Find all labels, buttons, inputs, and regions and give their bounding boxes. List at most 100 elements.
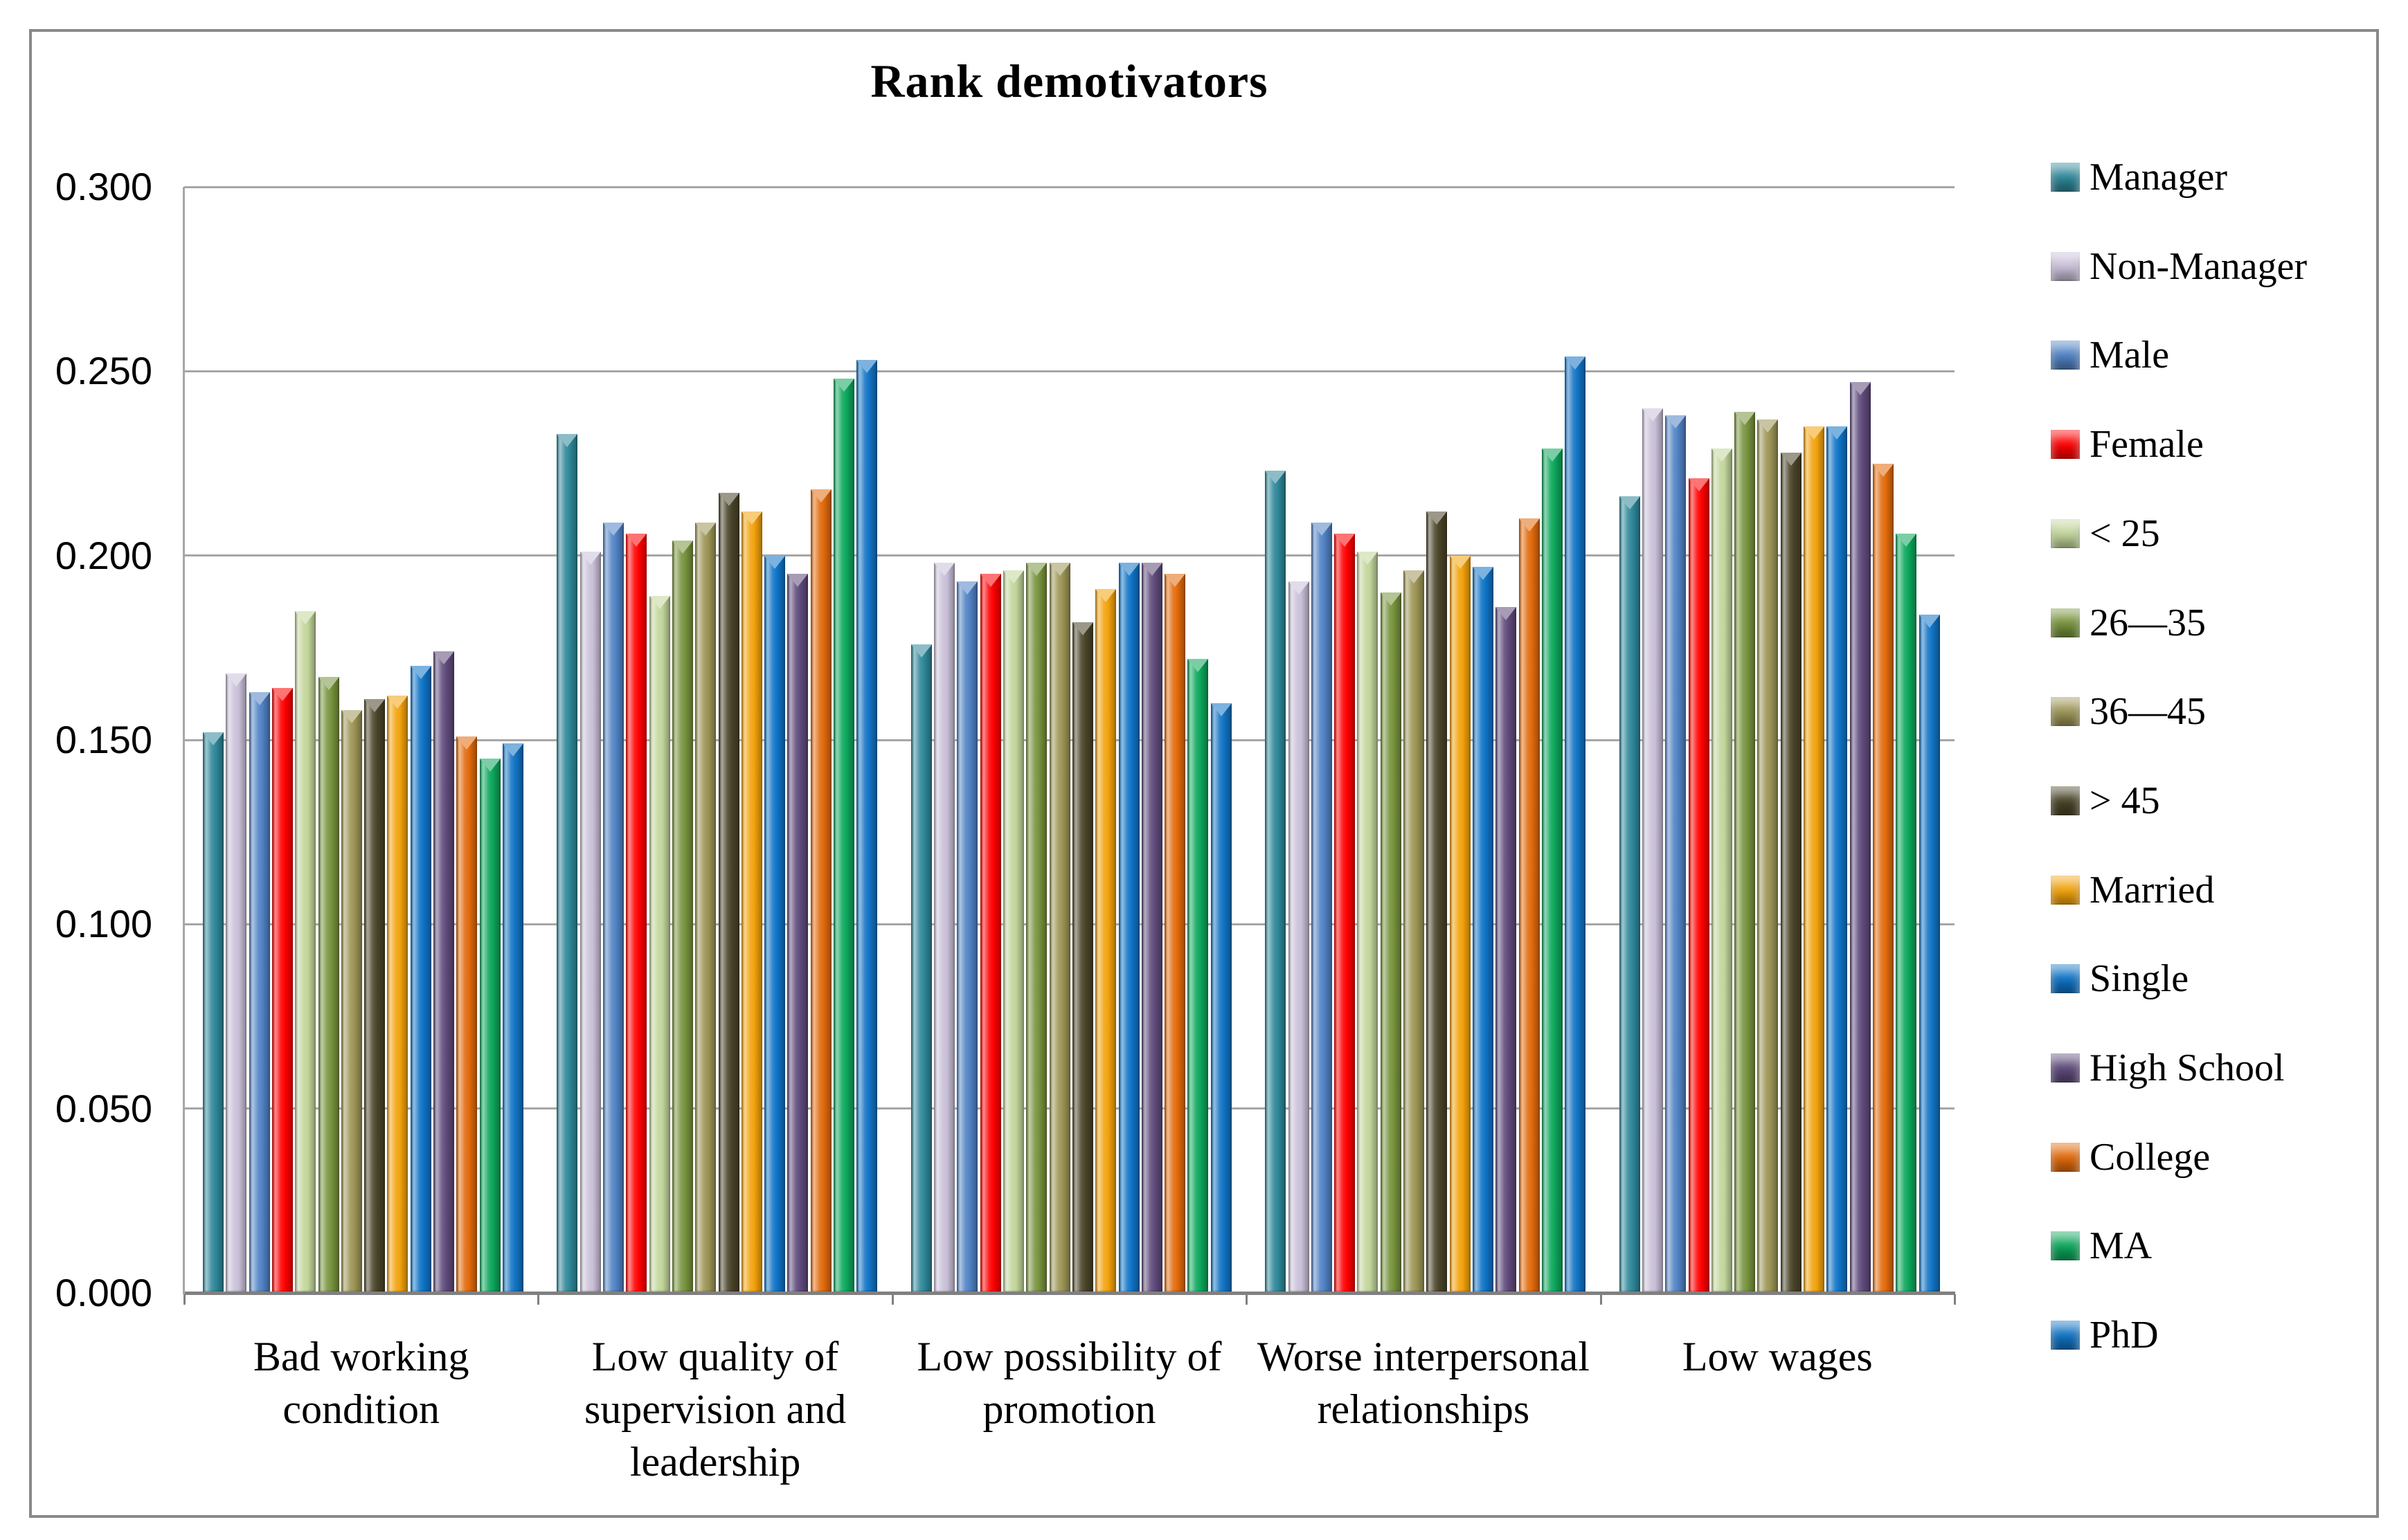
legend-label: MA	[2090, 1224, 2153, 1268]
bar-High School-Bad working condition	[433, 651, 454, 1292]
bar-cap-highlight	[1265, 471, 1286, 484]
legend-item-High School: High School	[2051, 1049, 2285, 1087]
bar-cap-highlight	[579, 552, 601, 565]
bar-Manager-Low possibility of promotion	[910, 644, 932, 1292]
bar-Married-Low quality of supervision and leadership	[741, 511, 762, 1292]
bar-cap-highlight	[1187, 658, 1209, 672]
bar-36—45-Low quality of supervision and leadership	[695, 522, 717, 1292]
bar-cap-highlight	[1403, 570, 1424, 583]
y-tick-label: 0.100	[55, 902, 152, 946]
category-label: Worse interpersonal relationships	[1257, 1334, 1590, 1432]
legend-label: College	[2090, 1135, 2211, 1179]
legend-item-Single: Single	[2051, 959, 2189, 998]
legend-color-chip	[2051, 1321, 2080, 1350]
bar-High School-Worse interpersonal relationships	[1495, 607, 1517, 1292]
bar-Single-Low quality of supervision and leadership	[764, 555, 786, 1292]
bar-High School-Low quality of supervision and leadership	[787, 574, 809, 1292]
category-tick	[1954, 1294, 1956, 1305]
legend-color-chip	[2051, 1142, 2080, 1172]
bar-26—35-Worse interpersonal relationships	[1380, 592, 1401, 1292]
legend-color-chip	[2051, 697, 2080, 727]
bar-cap-highlight	[764, 555, 786, 569]
legend-label: Female	[2090, 423, 2204, 466]
bar-cap-highlight	[1780, 452, 1801, 466]
legend-color-chip	[2051, 251, 2080, 281]
legend-item-Manager: Manager	[2051, 158, 2227, 197]
legend-color-chip	[2051, 964, 2080, 994]
category-label: Low quality of supervision and leadershi…	[584, 1334, 847, 1485]
category-tick	[1599, 1294, 1602, 1305]
bar-36—45-Worse interpersonal relationships	[1403, 570, 1424, 1292]
bar-< 25-Low possibility of promotion	[1003, 570, 1024, 1292]
bar-Non-Manager-Worse interpersonal relationships	[1288, 581, 1309, 1292]
legend-item-PhD: PhD	[2051, 1316, 2159, 1355]
bar-PhD-Low possibility of promotion	[1210, 703, 1232, 1292]
bar-cap-highlight	[341, 710, 362, 724]
y-tick-label: 0.250	[55, 349, 152, 393]
bar-cap-highlight	[387, 696, 408, 709]
category-tick	[537, 1294, 540, 1305]
bar-cap-highlight	[249, 691, 270, 705]
bar-cap-highlight	[1311, 522, 1332, 536]
legend-color-chip	[2051, 608, 2080, 637]
bar-cap-highlight	[1688, 478, 1709, 491]
bar-College-Low wages	[1872, 463, 1894, 1292]
bar-Manager-Worse interpersonal relationships	[1265, 471, 1286, 1292]
bar-Male-Worse interpersonal relationships	[1311, 522, 1332, 1292]
gridline	[184, 554, 1955, 557]
bar-cap-highlight	[1426, 511, 1448, 525]
bar-cap-highlight	[1826, 426, 1848, 440]
bar-cap-highlight	[1896, 533, 1917, 547]
bar-< 25-Bad working condition	[295, 610, 316, 1292]
category-tick	[183, 1294, 186, 1305]
bar-26—35-Low quality of supervision and leadership	[672, 541, 693, 1292]
bar-cap-highlight	[1872, 463, 1894, 477]
bar-College-Bad working condition	[456, 736, 478, 1292]
bar-PhD-Worse interpersonal relationships	[1565, 356, 1586, 1292]
bar-cap-highlight	[856, 360, 878, 374]
x-axis-line	[183, 1292, 1955, 1295]
bar-cap-highlight	[1003, 570, 1024, 583]
bar-cap-highlight	[1919, 614, 1940, 628]
bar-Single-Bad working condition	[410, 666, 431, 1292]
bar-> 45-Low possibility of promotion	[1072, 622, 1093, 1292]
legend-color-chip	[2051, 518, 2080, 548]
bar-26—35-Low wages	[1734, 411, 1756, 1292]
bar-cap-highlight	[1141, 563, 1162, 577]
legend-item-< 25: < 25	[2051, 514, 2160, 553]
bar-Male-Low quality of supervision and leadership	[603, 522, 624, 1292]
bar-cap-highlight	[271, 688, 293, 702]
bar-cap-highlight	[1334, 533, 1356, 547]
category-label: Low possibility of promotion	[917, 1334, 1222, 1432]
category-tick	[1246, 1294, 1248, 1305]
bar-PhD-Low wages	[1919, 614, 1940, 1292]
chart-title: Rank demotivators	[870, 55, 1268, 107]
bar-cap-highlight	[934, 563, 955, 577]
bar-cap-highlight	[1734, 411, 1756, 425]
bar-< 25-Worse interpersonal relationships	[1357, 552, 1378, 1292]
bar-cap-highlight	[957, 581, 978, 595]
bar-Married-Low wages	[1804, 426, 1824, 1292]
category-label: Low wages	[1682, 1334, 1873, 1379]
legend-item-Female: Female	[2051, 425, 2204, 464]
bar-Single-Low wages	[1826, 426, 1848, 1292]
bar-26—35-Bad working condition	[318, 677, 339, 1292]
bar-cap-highlight	[318, 677, 339, 691]
bar-cap-highlight	[295, 610, 316, 624]
bar-26—35-Low possibility of promotion	[1026, 563, 1048, 1292]
gridline	[184, 185, 1955, 188]
bar-Manager-Low wages	[1619, 496, 1640, 1292]
legend-item-College: College	[2051, 1138, 2210, 1177]
y-tick-label: 0.300	[55, 165, 152, 208]
bar-cap-highlight	[603, 522, 624, 536]
bar-cap-highlight	[649, 596, 670, 610]
legend-color-chip	[2051, 163, 2080, 192]
y-tick-label: 0.050	[55, 1086, 152, 1130]
bar-cap-highlight	[695, 522, 717, 536]
bar-cap-highlight	[226, 673, 247, 687]
bar-cap-highlight	[203, 732, 224, 746]
bar-cap-highlight	[1642, 408, 1663, 422]
bar-Male-Low wages	[1665, 415, 1687, 1292]
bar-Female-Low quality of supervision and leadership	[626, 533, 647, 1292]
